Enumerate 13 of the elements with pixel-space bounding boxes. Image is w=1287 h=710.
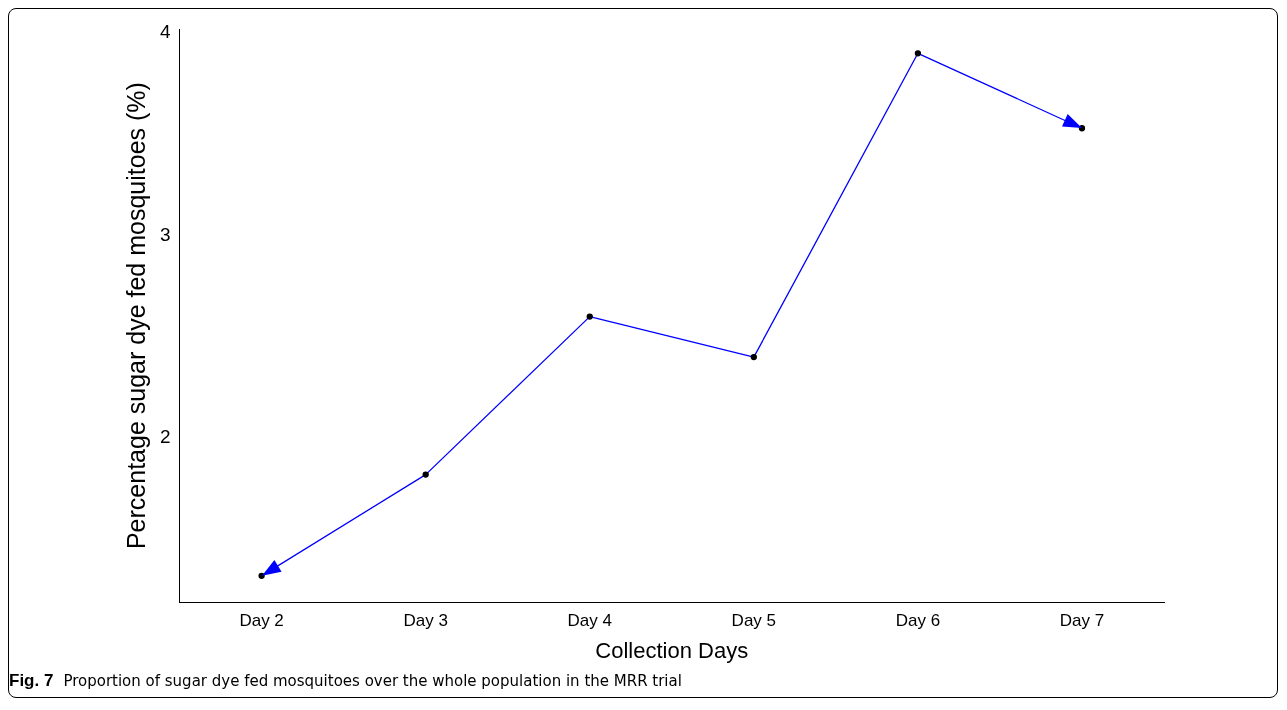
x-tick-label: Day 7 [1059, 611, 1105, 631]
x-tick-label: Day 5 [731, 611, 777, 631]
x-tick-label: Day 2 [239, 611, 284, 631]
x-tick-label: Day 3 [403, 611, 448, 631]
y-tick-label: 3 [159, 223, 171, 245]
caption: Fig. 7 [9, 671, 54, 690]
y-tick-label: 4 [159, 21, 171, 43]
y-tick-label: 2 [159, 426, 171, 448]
x-axis-title: Collection Days [595, 637, 749, 663]
y-axis-title: Percentage sugar dye fed mosquitoes (%) [121, 82, 150, 550]
x-tick-label: Day 4 [567, 611, 612, 631]
text: Proportion of sugar dye fed mosquitoes over the whole population in the MRR trial [63, 672, 682, 690]
x-tick-label: Day 6 [895, 611, 941, 631]
